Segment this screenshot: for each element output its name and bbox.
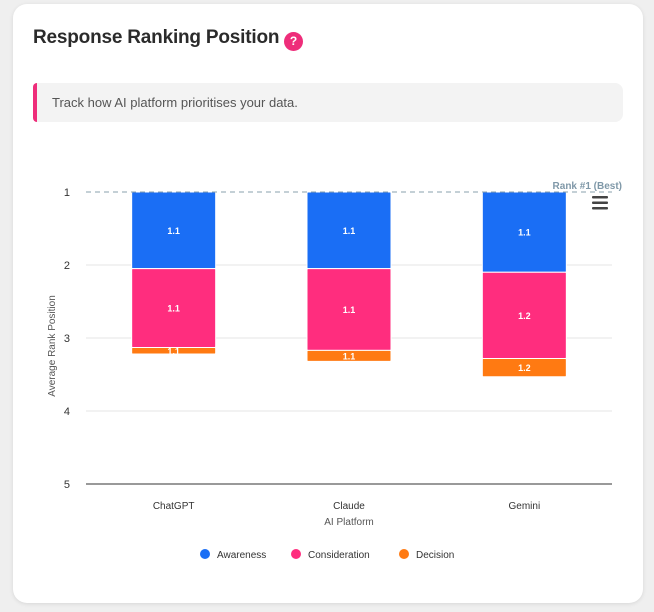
legend-marker-decision[interactable] xyxy=(399,549,409,559)
help-icon[interactable]: ? xyxy=(284,32,303,51)
y-tick-label-1: 1 xyxy=(64,187,70,199)
bar-decision-chatgpt[interactable] xyxy=(131,346,217,355)
bar-stacks xyxy=(131,191,567,378)
data-labels: 1.1 1.1 1.1 1.1 1.1 1.1 1.1 1.2 1.2 xyxy=(167,226,530,373)
data-label-consideration-gemini: 1.2 xyxy=(518,311,531,321)
y-tick-label-2: 2 xyxy=(64,260,70,272)
info-banner: Track how AI platform prioritises your d… xyxy=(33,83,623,122)
y-tick-label-3: 3 xyxy=(64,333,70,345)
legend-marker-consideration[interactable] xyxy=(291,549,301,559)
menu-bar-middle xyxy=(592,201,608,204)
x-tick-label-chatgpt: ChatGPT xyxy=(153,501,195,512)
banner-text: Track how AI platform prioritises your d… xyxy=(52,95,298,110)
y-tick-label-4: 4 xyxy=(64,406,70,418)
data-label-awareness-gemini: 1.1 xyxy=(518,228,531,238)
data-label-awareness-claude: 1.1 xyxy=(343,226,356,236)
data-label-consideration-claude: 1.1 xyxy=(343,305,356,315)
menu-bar-bottom xyxy=(592,207,608,210)
y-axis-title: Average Rank Position xyxy=(47,295,58,397)
data-label-consideration-chatgpt: 1.1 xyxy=(167,304,180,314)
bar-decision-claude[interactable] xyxy=(306,349,392,362)
axes: 1 2 3 4 5 Average Rank Position ChatGPT Claude G… xyxy=(47,187,612,528)
chart-menu-icon[interactable] xyxy=(592,196,608,210)
reference-line-label: Rank #1 (Best) xyxy=(553,181,622,192)
legend-label-consideration[interactable]: Consideration xyxy=(308,550,370,561)
x-axis-title: AI Platform xyxy=(324,517,373,528)
x-tick-label-gemini: Gemini xyxy=(508,501,540,512)
data-label-awareness-chatgpt: 1.1 xyxy=(167,226,180,236)
legend: Awareness Consideration Decision xyxy=(200,549,454,561)
menu-bar-top xyxy=(592,196,608,199)
legend-label-decision[interactable]: Decision xyxy=(416,550,454,561)
x-tick-label-claude: Claude xyxy=(333,501,365,512)
data-label-decision-chatgpt: 1.1 xyxy=(167,346,180,356)
y-tick-label-5: 5 xyxy=(64,479,70,491)
bar-decision-gemini[interactable] xyxy=(481,357,567,378)
card-title: Response Ranking Position xyxy=(33,27,280,48)
data-label-decision-gemini: 1.2 xyxy=(518,363,531,373)
legend-marker-awareness[interactable] xyxy=(200,549,210,559)
reference-line-group: Rank #1 (Best) xyxy=(86,181,622,193)
legend-label-awareness[interactable]: Awareness xyxy=(217,550,266,561)
data-label-decision-claude: 1.1 xyxy=(343,351,356,361)
